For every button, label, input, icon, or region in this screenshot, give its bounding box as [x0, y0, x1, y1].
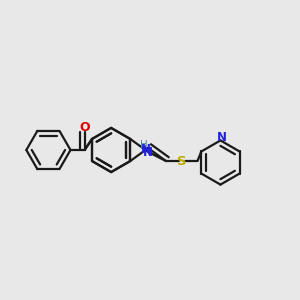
Text: H: H — [140, 140, 148, 151]
Text: N: N — [143, 146, 153, 159]
Text: N: N — [141, 143, 151, 156]
Text: O: O — [79, 121, 90, 134]
Text: S: S — [177, 154, 187, 167]
Text: N: N — [217, 131, 227, 144]
